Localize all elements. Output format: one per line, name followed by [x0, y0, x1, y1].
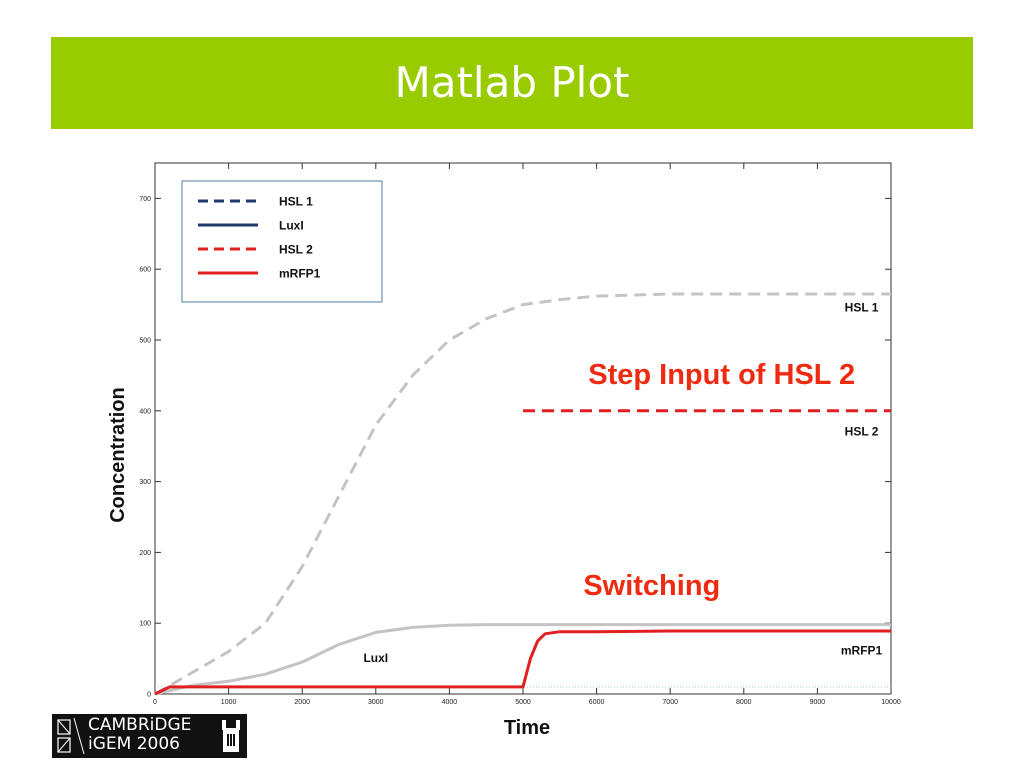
y-tick-label: 500 [139, 338, 151, 345]
logo-line2: iGEM 2006 [88, 734, 180, 754]
x-tick-label: 7000 [662, 699, 678, 706]
legend-label: HSL 1 [279, 195, 313, 209]
legend-label: LuxI [279, 219, 304, 233]
labels-layer: HSL 1 HSL 2 LuxI mRFP1 Step Input of HSL 2 Sw… [363, 301, 882, 665]
x-axis-label: Time [504, 717, 550, 739]
chapel-icon [222, 720, 240, 752]
crest-icon [57, 717, 85, 755]
logo-text: CAMBRiDGE iGEM 2006 [88, 716, 191, 754]
y-tick-label: 600 [139, 267, 151, 274]
x-tick-label: 8000 [736, 699, 752, 706]
y-tick-label: 700 [139, 196, 151, 203]
series-layer [154, 292, 891, 696]
legend: HSL 1 LuxI HSL 2 mRFP1 [181, 180, 383, 303]
x-tick-label: 0 [153, 699, 157, 706]
x-tick-label: 10000 [881, 699, 901, 706]
x-tick-label: 5000 [515, 699, 531, 706]
x-tick-label: 4000 [442, 699, 458, 706]
curve-label: HSL 1 [845, 301, 879, 315]
y-tick-label: 200 [139, 550, 151, 557]
legend-label: HSL 2 [279, 243, 313, 257]
title-bar: Matlab Plot [51, 37, 973, 129]
y-tick-label: 100 [139, 621, 151, 628]
y-tick-label: 300 [139, 479, 151, 486]
curve-label: LuxI [363, 651, 388, 665]
series-hsl-1 [154, 292, 891, 696]
x-tick-label: 6000 [589, 699, 605, 706]
x-tick-label: 2000 [294, 699, 310, 706]
y-tick-label: 400 [139, 408, 151, 415]
annotation: Switching [583, 570, 720, 602]
x-tick-label: 3000 [368, 699, 384, 706]
x-tick-label: 1000 [221, 699, 237, 706]
slide-title: Matlab Plot [394, 58, 630, 107]
curve-label: HSL 2 [845, 425, 879, 439]
ticks-layer: 0 1000 2000 3000 4000 5000 6000 7000 8000 9000 100… [139, 163, 901, 706]
x-tick-label: 9000 [810, 699, 826, 706]
series-mrfp1 [154, 629, 891, 696]
cambridge-igem-logo: CAMBRiDGE iGEM 2006 [52, 714, 247, 758]
curve-label: mRFP1 [841, 643, 883, 657]
logo-line1: CAMBRiDGE [88, 715, 192, 735]
series-luxi [154, 623, 891, 696]
legend-label: mRFP1 [279, 267, 321, 281]
annotation: Step Input of HSL 2 [588, 359, 855, 391]
y-axis-label: Concentration [107, 387, 129, 523]
y-tick-label: 0 [147, 692, 151, 699]
